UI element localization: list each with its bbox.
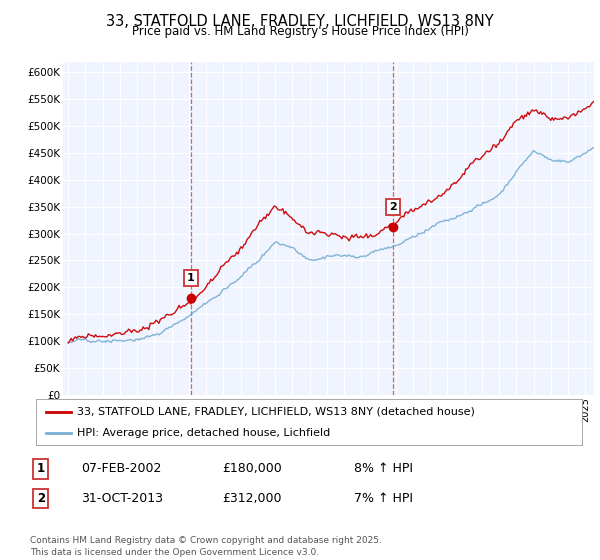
Text: 31-OCT-2013: 31-OCT-2013 <box>81 492 163 505</box>
Text: 33, STATFOLD LANE, FRADLEY, LICHFIELD, WS13 8NY (detached house): 33, STATFOLD LANE, FRADLEY, LICHFIELD, W… <box>77 407 475 417</box>
Text: 7% ↑ HPI: 7% ↑ HPI <box>354 492 413 505</box>
Text: 2: 2 <box>389 202 397 212</box>
Text: 2: 2 <box>37 492 45 505</box>
Text: HPI: Average price, detached house, Lichfield: HPI: Average price, detached house, Lich… <box>77 428 330 438</box>
Text: £312,000: £312,000 <box>222 492 281 505</box>
Text: 07-FEB-2002: 07-FEB-2002 <box>81 462 161 475</box>
Text: Price paid vs. HM Land Registry's House Price Index (HPI): Price paid vs. HM Land Registry's House … <box>131 25 469 38</box>
Text: 1: 1 <box>187 273 194 283</box>
Text: 1: 1 <box>37 462 45 475</box>
Text: 8% ↑ HPI: 8% ↑ HPI <box>354 462 413 475</box>
Text: £180,000: £180,000 <box>222 462 282 475</box>
Text: Contains HM Land Registry data © Crown copyright and database right 2025.
This d: Contains HM Land Registry data © Crown c… <box>30 536 382 557</box>
Text: 33, STATFOLD LANE, FRADLEY, LICHFIELD, WS13 8NY: 33, STATFOLD LANE, FRADLEY, LICHFIELD, W… <box>106 14 494 29</box>
